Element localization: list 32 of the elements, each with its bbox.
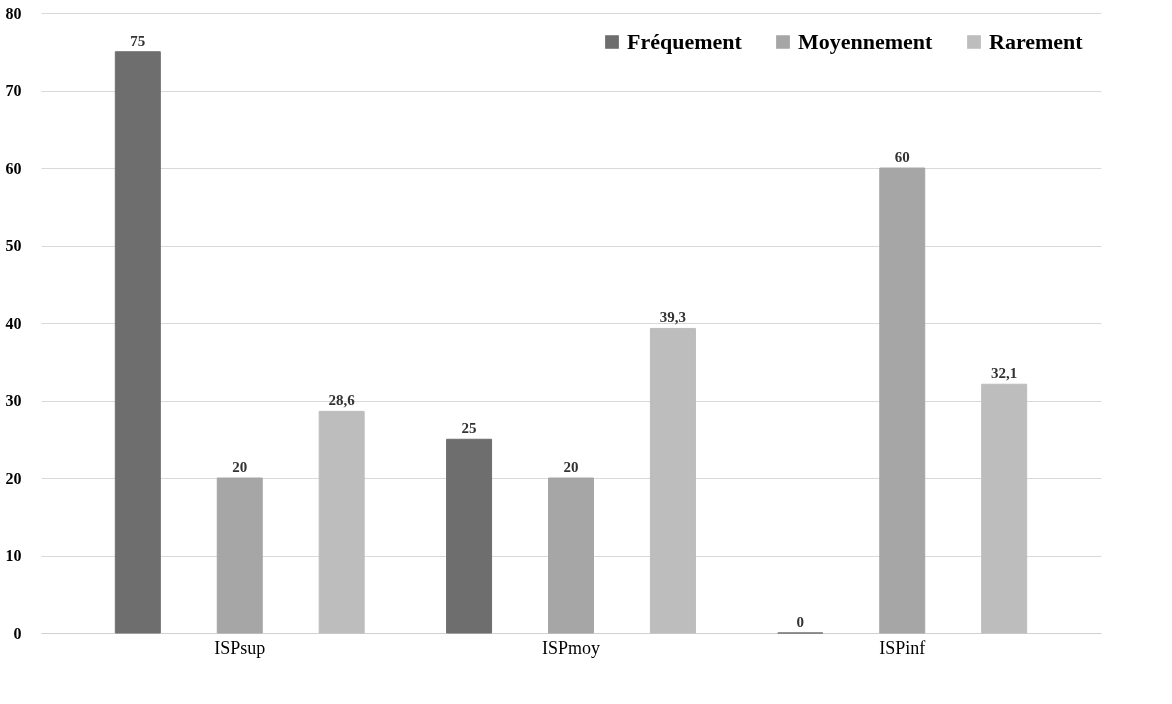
bar [114, 51, 161, 634]
y-tick-label: 40 [5, 314, 22, 332]
bar [981, 383, 1028, 634]
data-label: 20 [563, 459, 579, 475]
data-label: 28,6 [328, 392, 356, 409]
y-tick-label: 0 [13, 624, 22, 642]
legend-label: Rarement [989, 29, 1084, 54]
data-label: 20 [232, 459, 248, 475]
bar [649, 327, 696, 634]
x-tick-label: ISPmoy [541, 637, 601, 658]
data-label: 25 [461, 420, 477, 437]
bar [446, 438, 493, 634]
bar [318, 410, 365, 634]
legend-label: Moyennement [798, 29, 934, 54]
y-tick-label: 80 [5, 4, 22, 22]
y-tick-label: 10 [5, 547, 22, 564]
x-tick-label: ISPsup [214, 637, 266, 658]
data-label: 39,3 [659, 309, 687, 326]
bar [216, 477, 263, 634]
bar [879, 167, 926, 634]
y-tick-label: 30 [5, 392, 22, 409]
x-tick-label: ISPinf [879, 637, 926, 658]
data-label: 60 [894, 149, 910, 165]
data-label: 0 [796, 614, 805, 630]
bar [548, 477, 594, 634]
y-tick-label: 60 [5, 159, 22, 177]
data-label: 32,1 [991, 365, 1018, 382]
legend-label: Fréquement [627, 29, 743, 54]
data-label: 75 [130, 32, 146, 49]
y-tick-label: 70 [5, 82, 22, 99]
y-tick-label: 20 [5, 469, 22, 487]
y-tick-label: 50 [5, 237, 22, 254]
